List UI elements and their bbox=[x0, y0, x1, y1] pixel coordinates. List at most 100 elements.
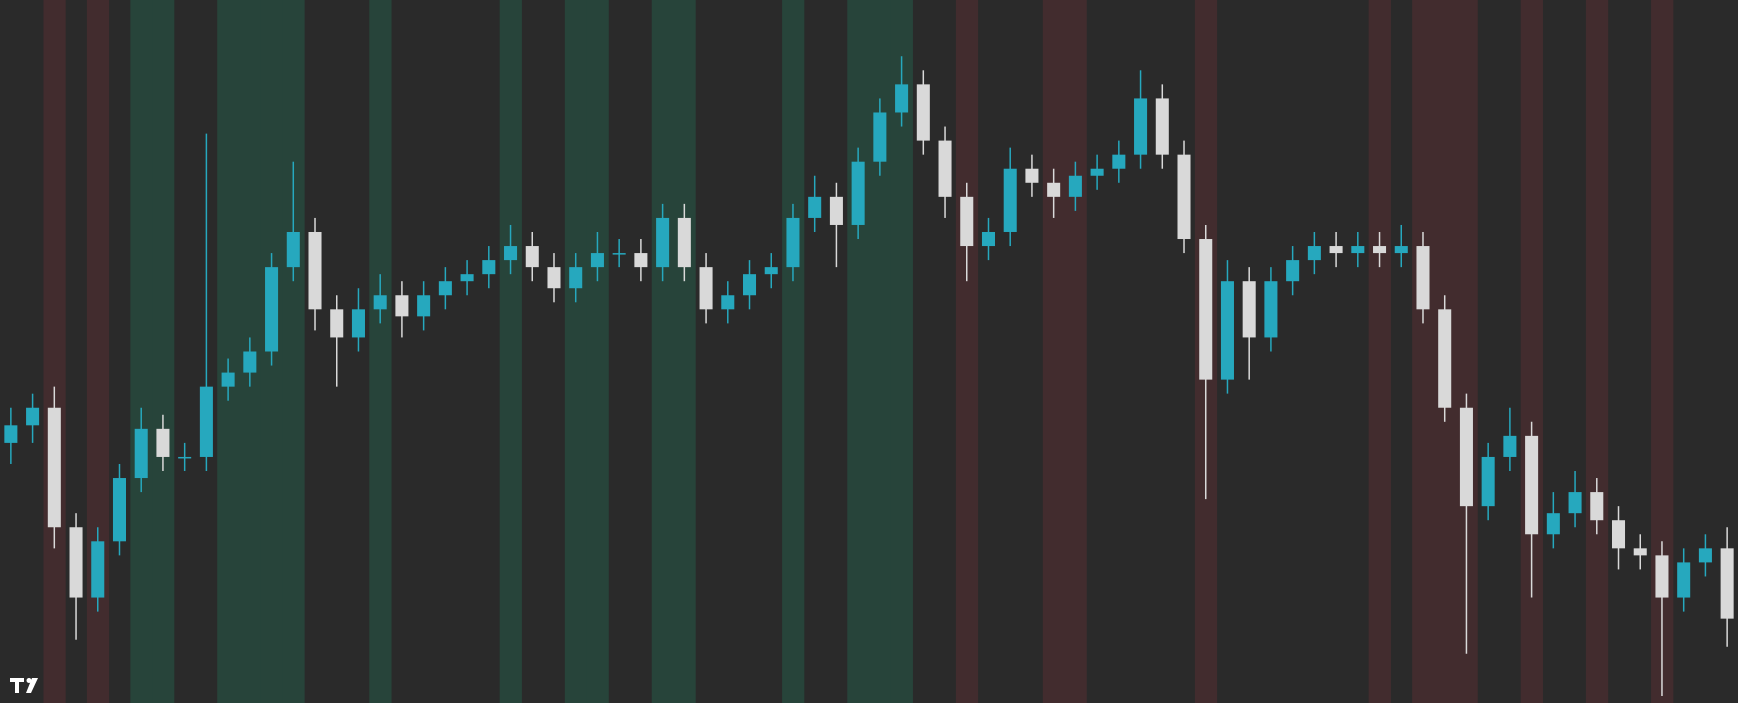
regime-band bbox=[282, 0, 305, 703]
candle-body bbox=[569, 267, 583, 289]
regime-band bbox=[1412, 0, 1435, 703]
regime-band bbox=[1042, 0, 1066, 703]
candle-body bbox=[91, 541, 105, 598]
candle-body bbox=[1655, 555, 1669, 598]
candle-body bbox=[916, 84, 930, 141]
candle-body bbox=[482, 260, 496, 275]
regime-band bbox=[1585, 0, 1609, 703]
candle-body bbox=[1047, 182, 1061, 197]
candle-body bbox=[829, 196, 843, 225]
candle-body bbox=[742, 274, 757, 296]
candle-body bbox=[1155, 98, 1169, 155]
logo-v bbox=[26, 678, 38, 693]
candle-body bbox=[851, 161, 865, 225]
candle-body bbox=[1090, 168, 1104, 176]
candle-body bbox=[1416, 246, 1430, 310]
candle-body bbox=[1568, 492, 1582, 514]
candle-body bbox=[938, 140, 952, 197]
candle-body bbox=[1590, 492, 1604, 521]
candles bbox=[4, 56, 1734, 696]
candle-body bbox=[265, 267, 279, 352]
candle-body bbox=[1611, 520, 1626, 549]
candle-body bbox=[373, 295, 387, 310]
candle-body bbox=[960, 196, 974, 247]
candle-body bbox=[178, 456, 192, 459]
candle-body bbox=[134, 428, 148, 479]
regime-band bbox=[1064, 0, 1087, 703]
candle-body bbox=[221, 372, 235, 387]
candle-body bbox=[460, 274, 474, 282]
candle-body bbox=[1459, 407, 1473, 507]
regime-band bbox=[43, 0, 66, 703]
candle-body bbox=[677, 217, 691, 268]
candle-body bbox=[612, 253, 626, 255]
regime-band bbox=[890, 0, 913, 703]
candle-body bbox=[1112, 154, 1126, 169]
candle-body bbox=[1264, 281, 1278, 338]
candle-body bbox=[634, 253, 648, 268]
regime-band bbox=[955, 0, 979, 703]
candle-body bbox=[656, 217, 670, 268]
candle-body bbox=[1677, 562, 1691, 598]
candle-body bbox=[873, 112, 887, 162]
candle-body bbox=[395, 295, 409, 317]
regime-band bbox=[86, 0, 110, 703]
regime-band bbox=[369, 0, 392, 703]
candle-body bbox=[1220, 281, 1234, 380]
candle-body bbox=[1003, 168, 1017, 232]
candle-body bbox=[1546, 513, 1560, 535]
candle-body bbox=[504, 246, 518, 261]
logo-t bbox=[10, 678, 24, 693]
candle-body bbox=[112, 478, 127, 542]
regime-band bbox=[152, 0, 175, 703]
candle-body bbox=[1242, 281, 1256, 338]
candle-body bbox=[699, 267, 713, 310]
candle-body bbox=[1720, 548, 1734, 619]
regime-band bbox=[847, 0, 870, 703]
candle-body bbox=[1525, 435, 1539, 535]
candle-body bbox=[1199, 239, 1213, 380]
logo bbox=[10, 678, 38, 693]
candle-body bbox=[1633, 548, 1647, 556]
candle-body bbox=[243, 351, 257, 373]
regime-band bbox=[782, 0, 805, 703]
candle-body bbox=[438, 281, 452, 296]
candle-body bbox=[330, 309, 344, 338]
regime-band bbox=[499, 0, 522, 703]
candle-body bbox=[156, 428, 170, 457]
candle-body bbox=[1481, 456, 1495, 507]
regime-band bbox=[673, 0, 696, 703]
candle-body bbox=[286, 231, 300, 268]
regime-band bbox=[130, 0, 153, 703]
candle-body bbox=[721, 295, 735, 310]
candle-body bbox=[1025, 168, 1039, 183]
candle-body bbox=[4, 425, 18, 443]
candle-body bbox=[417, 295, 431, 317]
candle-body bbox=[1351, 246, 1365, 254]
candle-body bbox=[1177, 154, 1191, 240]
candle-body bbox=[764, 267, 778, 275]
candle-body bbox=[26, 407, 40, 426]
regime-band bbox=[1455, 0, 1478, 703]
logo-dot bbox=[26, 678, 32, 683]
candle-body bbox=[1134, 98, 1148, 155]
candle-body bbox=[1394, 246, 1408, 254]
regime-band bbox=[1368, 0, 1391, 703]
regime-band bbox=[586, 0, 609, 703]
regime-band bbox=[651, 0, 674, 703]
candle-body bbox=[308, 231, 322, 310]
candle-body bbox=[525, 246, 539, 268]
regime-bands bbox=[43, 0, 1674, 703]
candle-body bbox=[351, 309, 365, 338]
candle-body bbox=[47, 407, 61, 528]
candle-body bbox=[1438, 309, 1452, 408]
candle-body bbox=[1329, 246, 1343, 254]
candle-body bbox=[981, 231, 996, 247]
regime-band bbox=[217, 0, 240, 703]
candle-body bbox=[895, 84, 909, 113]
candle-body bbox=[1307, 246, 1321, 261]
candle-body bbox=[590, 253, 604, 268]
candle-body bbox=[69, 527, 83, 598]
candle-body bbox=[1286, 260, 1300, 282]
